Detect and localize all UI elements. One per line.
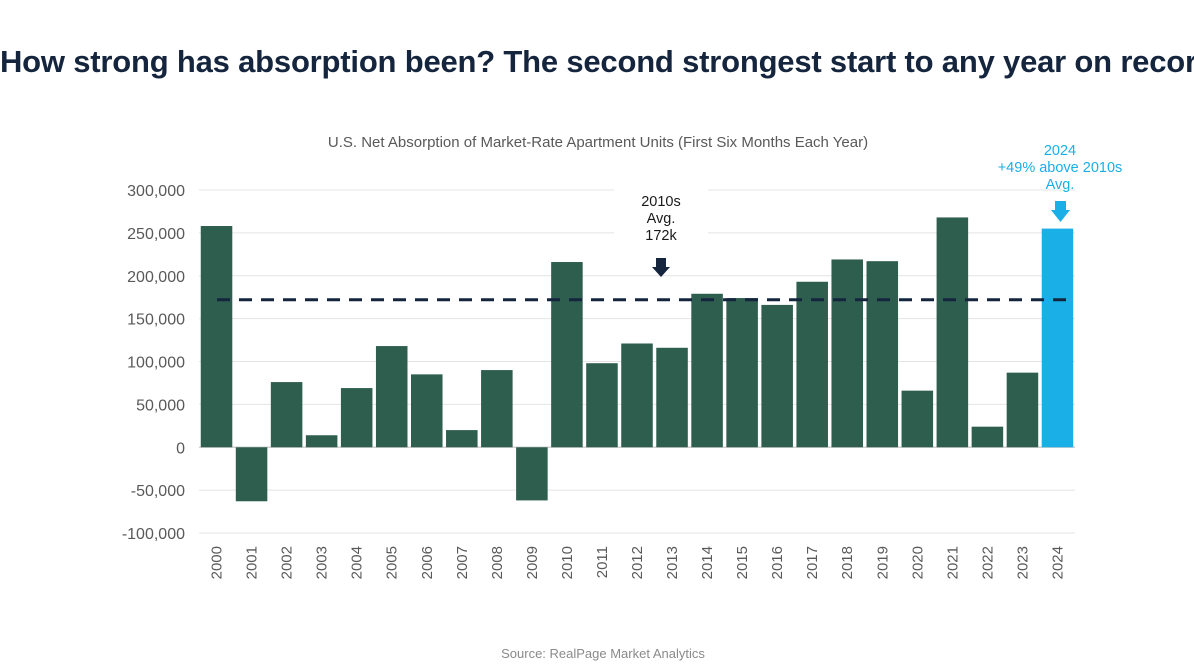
x-tick-label: 2006 <box>419 546 436 579</box>
x-tick-label: 2016 <box>769 546 786 579</box>
x-tick-label: 2019 <box>874 546 891 579</box>
x-axis-tick-labels: 2000 2001 2002 2003 2004 2005 2006 2007 2008 2009… <box>209 546 1067 579</box>
bar-2000 <box>200 226 233 448</box>
highlight-arrow-icon <box>1051 201 1070 222</box>
x-tick-label: 2011 <box>594 546 611 578</box>
bar-2008 <box>481 370 513 448</box>
x-tick-label: 2003 <box>314 546 331 579</box>
bar-2017 <box>796 281 828 448</box>
bar-2003 <box>305 435 338 448</box>
bar-2009 <box>516 447 548 501</box>
bar-2012 <box>621 343 653 448</box>
bar-2020 <box>901 390 934 448</box>
x-tick-label: 2001 <box>244 546 261 579</box>
y-tick-label: -50,000 <box>131 483 185 500</box>
bar-2018 <box>831 259 864 448</box>
bar-2019 <box>866 261 899 448</box>
x-tick-label: 2008 <box>489 546 506 579</box>
x-tick-label: 2018 <box>839 546 856 579</box>
bar-2007 <box>446 430 478 448</box>
x-tick-label: 2000 <box>209 546 226 579</box>
bar-2024 <box>1041 228 1074 448</box>
x-tick-label: 2022 <box>979 546 996 579</box>
bar-2014 <box>691 293 723 448</box>
y-tick-label: 150,000 <box>127 312 185 329</box>
x-tick-label: 2009 <box>524 546 541 579</box>
x-tick-label: 2024 <box>1049 546 1066 579</box>
bar-2002 <box>270 382 303 448</box>
y-tick-label: 0 <box>176 440 185 457</box>
bar-2022 <box>971 426 1004 448</box>
avg-label-background <box>614 183 708 251</box>
headline: How strong has absorption been? The seco… <box>0 44 1194 79</box>
x-tick-label: 2012 <box>629 546 646 579</box>
x-tick-label: 2007 <box>454 546 471 579</box>
x-tick-label: 2014 <box>699 546 716 579</box>
x-tick-label: 2013 <box>664 546 681 579</box>
x-tick-label: 2002 <box>279 546 296 579</box>
avg-annotation-line: 172k <box>645 228 677 244</box>
y-tick-label: 100,000 <box>127 355 185 372</box>
x-tick-label: 2015 <box>734 546 751 579</box>
bar-2013 <box>656 347 688 448</box>
bar-2021 <box>936 217 969 448</box>
bar-2006 <box>410 374 443 448</box>
x-tick-label: 2010 <box>559 546 576 579</box>
x-tick-label: 2017 <box>804 546 821 579</box>
x-tick-label: 2020 <box>909 546 926 579</box>
bar-2016 <box>761 304 793 448</box>
bars <box>200 217 1074 502</box>
chart-title: U.S. Net Absorption of Market-Rate Apart… <box>328 134 868 151</box>
bar-2005 <box>375 346 408 448</box>
x-tick-label: 2021 <box>944 546 961 579</box>
highlight-annotation-line: +49% above 2010s <box>998 160 1123 176</box>
bar-2010 <box>551 262 583 448</box>
bar-2023 <box>1006 372 1039 448</box>
bar-2004 <box>340 388 373 448</box>
bar-2015 <box>726 298 758 448</box>
y-tick-label: 300,000 <box>127 183 185 200</box>
highlight-annotation-line: Avg. <box>1046 177 1075 193</box>
avg-annotation-line: Avg. <box>647 211 676 227</box>
x-tick-label: 2004 <box>349 546 366 579</box>
y-tick-label: 250,000 <box>127 226 185 243</box>
y-tick-label: -100,000 <box>122 526 185 543</box>
y-tick-label: 200,000 <box>127 269 185 286</box>
x-tick-label: 2005 <box>384 546 401 579</box>
source-note: Source: RealPage Market Analytics <box>501 646 705 661</box>
y-tick-label: 50,000 <box>136 397 185 414</box>
highlight-annotation-line: 2024 <box>1044 143 1076 159</box>
avg-arrow-icon <box>652 258 670 277</box>
x-tick-label: 2023 <box>1014 546 1031 579</box>
bar-2001 <box>235 447 268 502</box>
y-axis-tick-labels: -100,000 -50,000 0 50,000 100,000 150,000 200,… <box>122 183 185 543</box>
avg-annotation-line: 2010s <box>641 194 681 210</box>
bar-2011 <box>586 363 618 448</box>
